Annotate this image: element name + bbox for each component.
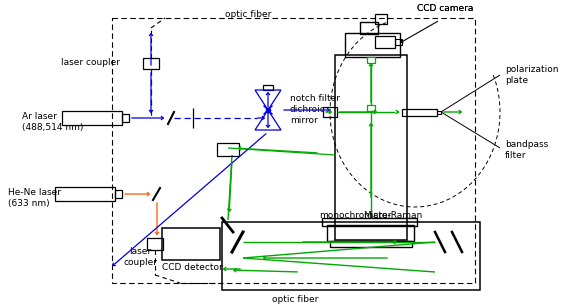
Bar: [55, 187, 115, 201]
Bar: [402, 109, 437, 116]
Bar: [112, 18, 475, 283]
Bar: [62, 111, 122, 125]
Bar: [323, 107, 337, 117]
Text: He-Ne laser
(633 nm): He-Ne laser (633 nm): [8, 188, 61, 208]
Bar: [437, 111, 441, 114]
Bar: [147, 238, 163, 250]
Bar: [263, 85, 273, 90]
Text: laser
coupler: laser coupler: [123, 247, 157, 267]
Text: polarization
plate: polarization plate: [505, 65, 559, 85]
Bar: [122, 114, 129, 122]
Bar: [395, 39, 402, 45]
Bar: [330, 241, 412, 247]
Text: CCD detector: CCD detector: [161, 262, 222, 271]
Bar: [335, 55, 407, 240]
Bar: [367, 105, 375, 111]
Bar: [367, 57, 375, 63]
Text: bandpass
filter: bandpass filter: [505, 140, 548, 160]
Text: monochromater: monochromater: [319, 210, 391, 220]
Bar: [322, 218, 417, 226]
Bar: [162, 228, 220, 260]
Bar: [143, 58, 159, 69]
Text: notch filter: notch filter: [290, 94, 340, 103]
Bar: [222, 222, 480, 290]
Bar: [217, 143, 239, 156]
Bar: [115, 190, 122, 198]
Text: Micro-Raman: Micro-Raman: [363, 210, 423, 220]
Bar: [345, 33, 400, 57]
Text: CCD camera: CCD camera: [417, 3, 473, 13]
Text: dichroic
mirror: dichroic mirror: [290, 105, 326, 125]
Bar: [375, 14, 387, 24]
Text: laser coupler: laser coupler: [61, 58, 120, 67]
Bar: [375, 36, 395, 48]
Text: optic fiber: optic fiber: [225, 10, 271, 18]
Bar: [360, 22, 378, 34]
Bar: [327, 225, 414, 241]
Text: Ar laser
(488,514 nm): Ar laser (488,514 nm): [22, 112, 83, 132]
Text: optic fiber: optic fiber: [272, 294, 318, 303]
Text: CCD camera: CCD camera: [417, 3, 473, 13]
